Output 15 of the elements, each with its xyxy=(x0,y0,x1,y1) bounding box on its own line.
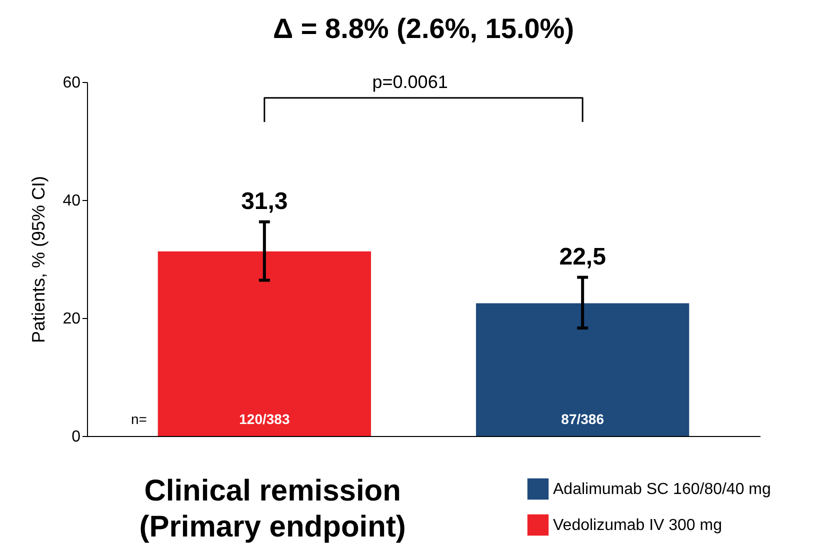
annotation: 120/383 xyxy=(239,411,290,428)
data-label: 31,3 xyxy=(241,188,288,215)
y-tick-label: 0 xyxy=(72,428,81,446)
chart-title: Δ = 8.8% (2.6%, 15.0%) xyxy=(272,12,574,44)
y-tick-label: 40 xyxy=(62,192,81,210)
annotation: p=0.0061 xyxy=(372,72,448,92)
annotation: 87/386 xyxy=(561,411,604,428)
y-tick-label: 20 xyxy=(62,310,81,328)
x-axis-title: Clinical remission (Primary endpoint) xyxy=(139,474,406,544)
legend-label: Adalimumab SC 160/80/40 mg xyxy=(553,481,771,498)
annotation: n= xyxy=(131,411,147,428)
y-axis-title: Patients, % (95% CI) xyxy=(28,176,49,344)
data-label: 22,5 xyxy=(559,243,606,270)
legend-label: Vedolizumab IV 300 mg xyxy=(553,517,722,534)
y-tick-label: 60 xyxy=(62,74,81,92)
